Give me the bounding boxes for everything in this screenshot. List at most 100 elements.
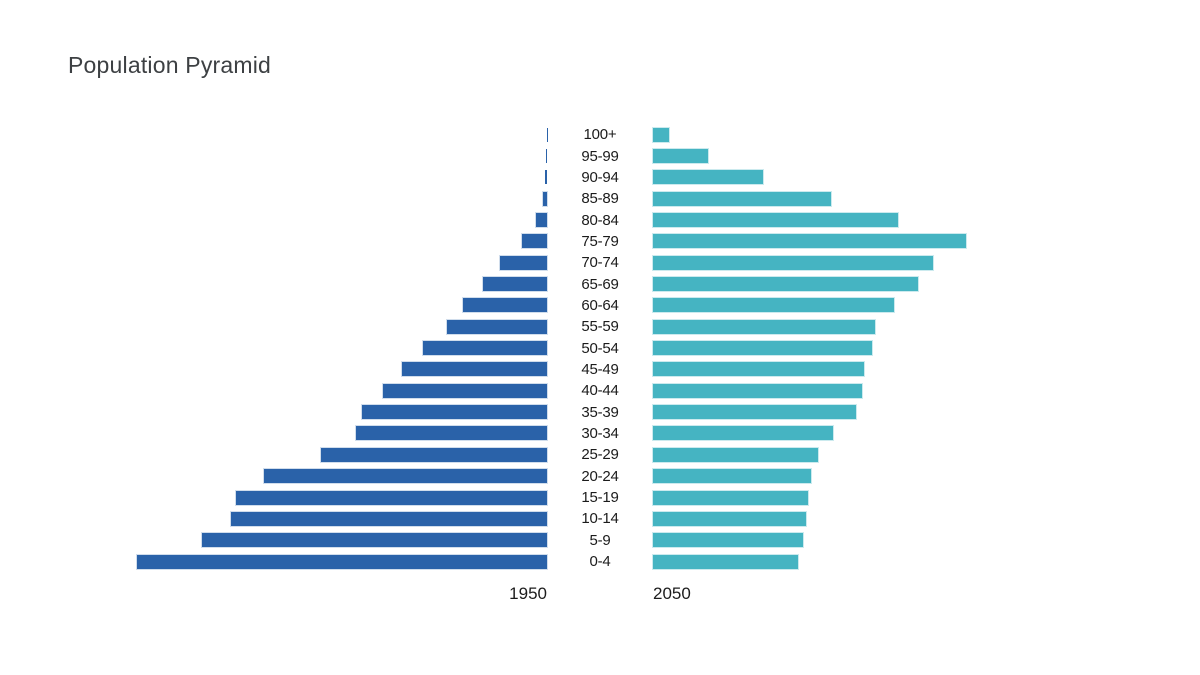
bar-2050-0-4[interactable] [653, 554, 798, 569]
pyramid-rows: 100+ 95-99 90-94 85-89 80-84 75-79 70-74 65-69 6… [87, 124, 1113, 572]
bar-cell-2050 [653, 341, 1113, 356]
bar-cell-1950 [87, 533, 547, 548]
pyramid-row: 15-19 [87, 487, 1113, 508]
bar-cell-2050 [653, 234, 1113, 249]
bar-2050-85-89[interactable] [653, 191, 832, 206]
age-group-label: 10-14 [581, 510, 619, 528]
bar-2050-60-64[interactable] [653, 298, 895, 313]
age-group-label: 0-4 [589, 553, 611, 571]
bar-cell-2050 [653, 533, 1113, 548]
pyramid-row: 0-4 [87, 551, 1113, 572]
bar-2050-90-94[interactable] [653, 170, 763, 185]
bar-1950-20-24[interactable] [264, 469, 547, 484]
bar-cell-2050 [653, 490, 1113, 505]
chart-title: Population Pyramid [68, 52, 272, 78]
bar-2050-70-74[interactable] [653, 255, 934, 270]
bar-1950-50-54[interactable] [422, 341, 547, 356]
bar-cell-1950 [87, 277, 547, 292]
bar-2050-5-9[interactable] [653, 533, 803, 548]
bar-cell-1950 [87, 490, 547, 505]
bar-cell-1950 [87, 554, 547, 569]
age-group-label: 55-59 [581, 318, 619, 336]
bar-2050-45-49[interactable] [653, 362, 865, 377]
bar-cell-1950 [87, 405, 547, 420]
axis-gap [547, 584, 653, 606]
bar-1950-60-64[interactable] [462, 298, 547, 313]
bar-cell-2050 [653, 319, 1113, 334]
pyramid-row: 55-59 [87, 316, 1113, 337]
pyramid-row: 40-44 [87, 380, 1113, 401]
bar-cell-1950 [87, 170, 547, 185]
bar-cell-2050 [653, 149, 1113, 164]
pyramid-row: 95-99 [87, 145, 1113, 166]
age-group-label: 50-54 [581, 339, 619, 357]
bar-cell-2050 [653, 554, 1113, 569]
bar-cell-2050 [653, 213, 1113, 228]
bar-1950-55-59[interactable] [447, 319, 547, 334]
age-group-label: 75-79 [581, 232, 619, 250]
bar-cell-2050 [653, 383, 1113, 398]
bar-cell-2050 [653, 469, 1113, 484]
bar-2050-10-14[interactable] [653, 511, 807, 526]
bar-2050-30-34[interactable] [653, 426, 833, 441]
bar-1950-95-99[interactable] [546, 149, 547, 164]
bar-cell-1950 [87, 426, 547, 441]
bar-2050-95-99[interactable] [653, 149, 709, 164]
bar-1950-70-74[interactable] [500, 255, 547, 270]
bar-2050-50-54[interactable] [653, 341, 872, 356]
bar-2050-80-84[interactable] [653, 213, 899, 228]
bar-1950-45-49[interactable] [402, 362, 547, 377]
pyramid-row: 80-84 [87, 209, 1113, 230]
bar-1950-90-94[interactable] [545, 170, 547, 185]
bar-1950-40-44[interactable] [382, 383, 547, 398]
age-group-label: 15-19 [581, 489, 619, 507]
bar-1950-35-39[interactable] [362, 405, 547, 420]
bar-cell-1950 [87, 213, 547, 228]
population-pyramid-chart: 100+ 95-99 90-94 85-89 80-84 75-79 70-74 65-69 6… [87, 124, 1113, 606]
bar-1950-0-4[interactable] [137, 554, 547, 569]
bar-2050-55-59[interactable] [653, 319, 876, 334]
bar-1950-15-19[interactable] [236, 490, 547, 505]
bar-cell-1950 [87, 255, 547, 270]
bar-1950-80-84[interactable] [535, 213, 547, 228]
bar-1950-65-69[interactable] [483, 277, 547, 292]
bar-cell-2050 [653, 127, 1113, 142]
pyramid-row: 35-39 [87, 401, 1113, 422]
axis-labels: 1950 2050 [87, 584, 1113, 606]
age-group-label: 85-89 [581, 190, 619, 208]
bar-cell-2050 [653, 511, 1113, 526]
age-group-label: 40-44 [581, 382, 619, 400]
pyramid-row: 5-9 [87, 530, 1113, 551]
bar-cell-2050 [653, 277, 1113, 292]
bar-1950-5-9[interactable] [202, 533, 547, 548]
bar-2050-25-29[interactable] [653, 447, 819, 462]
bar-1950-10-14[interactable] [230, 511, 547, 526]
bar-cell-1950 [87, 149, 547, 164]
age-group-label: 35-39 [581, 403, 619, 421]
bar-cell-1950 [87, 362, 547, 377]
bar-2050-100+[interactable] [653, 127, 670, 142]
bar-2050-65-69[interactable] [653, 277, 918, 292]
bar-2050-20-24[interactable] [653, 469, 811, 484]
axis-label-1950: 1950 [509, 584, 547, 604]
bar-2050-35-39[interactable] [653, 405, 856, 420]
bar-2050-40-44[interactable] [653, 383, 862, 398]
age-group-label: 100+ [583, 126, 617, 144]
bar-2050-75-79[interactable] [653, 234, 966, 249]
bar-cell-1950 [87, 298, 547, 313]
bar-cell-2050 [653, 255, 1113, 270]
bar-cell-1950 [87, 341, 547, 356]
bar-2050-15-19[interactable] [653, 490, 809, 505]
pyramid-row: 50-54 [87, 337, 1113, 358]
bar-1950-30-34[interactable] [356, 426, 547, 441]
bar-cell-1950 [87, 447, 547, 462]
bar-1950-75-79[interactable] [522, 234, 547, 249]
bar-cell-2050 [653, 362, 1113, 377]
bar-1950-25-29[interactable] [321, 447, 547, 462]
age-group-label: 90-94 [581, 168, 619, 186]
pyramid-row: 90-94 [87, 167, 1113, 188]
pyramid-row: 70-74 [87, 252, 1113, 273]
pyramid-row: 75-79 [87, 231, 1113, 252]
pyramid-row: 45-49 [87, 359, 1113, 380]
bar-1950-85-89[interactable] [542, 191, 547, 206]
